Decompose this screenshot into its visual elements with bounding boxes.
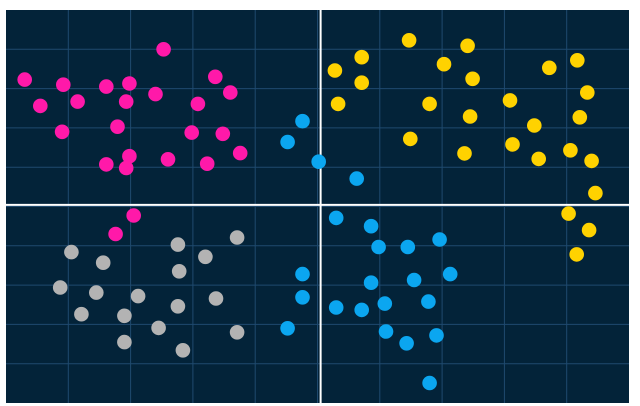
scatter-point-yellow: [563, 143, 578, 158]
scatter-point-yellow: [465, 71, 480, 87]
scatter-point-yellow: [572, 110, 588, 125]
scatter-point-magenta: [108, 226, 123, 242]
scatter-point-yellow: [584, 153, 599, 169]
scatter-point-yellow: [403, 131, 418, 147]
scatter-point-magenta: [126, 208, 141, 223]
scatter-point-yellow: [581, 222, 597, 238]
scatter-point-gray: [151, 320, 166, 336]
scatter-point-magenta: [54, 124, 70, 140]
scatter-point-blue: [371, 239, 386, 255]
scatter-point-gray: [170, 299, 186, 314]
scatter-point-blue: [349, 171, 365, 186]
scatter-point-gray: [117, 308, 132, 324]
scatter-point-magenta: [156, 42, 171, 57]
scatter-point-blue: [429, 328, 444, 343]
scatter-point-blue: [421, 294, 436, 309]
scatter-point-gray: [170, 237, 186, 252]
scatter-point-blue: [295, 290, 310, 305]
scatter-point-yellow: [462, 109, 478, 124]
series-yellow: [327, 33, 603, 262]
scatter-point-magenta: [160, 152, 176, 167]
scatter-point-gray: [117, 334, 132, 350]
scatter-point-magenta: [199, 156, 215, 171]
scatter-point-yellow: [422, 96, 437, 112]
scatter-point-gray: [95, 255, 111, 270]
scatter-point-gray: [89, 285, 104, 300]
scatter-point-blue: [295, 266, 310, 282]
scatter-point-yellow: [561, 206, 576, 221]
scatter-point-magenta: [190, 96, 206, 112]
scatter-point-yellow: [531, 151, 546, 167]
scatter-point-blue: [363, 218, 379, 234]
scatter-point-blue: [328, 300, 344, 315]
scatter-point-yellow: [330, 96, 346, 112]
scatter-point-yellow: [588, 185, 603, 201]
scatter-point-magenta: [110, 119, 125, 134]
scatter-point-gray: [198, 249, 213, 265]
scatter-point-gray: [52, 280, 68, 295]
scatter-point-magenta: [118, 94, 134, 109]
scatter-point-yellow: [457, 146, 472, 161]
scatter-point-yellow: [527, 118, 542, 133]
series-magenta: [17, 42, 248, 242]
scatter-point-blue: [442, 266, 458, 282]
scatter-point-blue: [311, 154, 327, 169]
series-gray: [52, 230, 245, 358]
scatter-point-gray: [229, 230, 245, 245]
scatter-point-yellow: [460, 38, 475, 54]
scatter-point-magenta: [33, 98, 48, 114]
scatter-point-gray: [130, 288, 146, 304]
scatter-point-blue: [328, 210, 344, 226]
scatter-point-blue: [377, 296, 393, 311]
scatter-point-blue: [295, 113, 310, 129]
scatter-point-yellow: [580, 85, 595, 100]
scatter-point-blue: [406, 272, 422, 288]
scatter-point-blue: [280, 321, 295, 336]
scatter-point-magenta: [208, 69, 223, 85]
series-blue: [280, 113, 458, 391]
scatter-point-yellow: [502, 93, 518, 108]
scatter-point-blue: [400, 239, 416, 255]
scatter-point-gray: [74, 306, 89, 322]
scatter-point-gray: [171, 264, 187, 279]
scatter-point-yellow: [436, 56, 452, 72]
scatter-point-magenta: [232, 145, 248, 161]
scatter-point-blue: [399, 336, 414, 351]
scatter-point-blue: [378, 324, 394, 339]
scatter-point-gray: [175, 343, 191, 358]
data-points: [17, 33, 603, 391]
scatter-point-magenta: [122, 148, 137, 164]
scatter-point-yellow: [569, 247, 584, 262]
scatter-point-yellow: [327, 63, 343, 78]
scatter-point-magenta: [215, 126, 231, 142]
scatter-point-blue: [422, 375, 437, 391]
axes: [6, 10, 629, 403]
scatter-point-yellow: [505, 137, 520, 152]
scatter-point-magenta: [17, 72, 32, 87]
scatter-point-yellow: [570, 53, 585, 68]
scatter-point-magenta: [223, 85, 238, 100]
scatter-point-gray: [208, 291, 224, 306]
scatter-point-magenta: [99, 79, 114, 94]
scatter-point-magenta: [99, 157, 114, 172]
scatter-point-blue: [280, 134, 295, 150]
scatter-point-yellow: [354, 49, 370, 65]
scatter-point-magenta: [118, 160, 134, 176]
scatter-point-blue: [354, 302, 370, 318]
scatter-point-magenta: [148, 86, 163, 102]
scatter-point-magenta: [56, 77, 71, 92]
scatter-point-gray: [229, 325, 245, 340]
scatter-point-yellow: [354, 75, 370, 90]
scatter-point-yellow: [401, 33, 417, 48]
scatter-point-yellow: [542, 60, 557, 76]
scatter-point-magenta: [184, 125, 199, 140]
scatter-point-magenta: [70, 94, 85, 109]
scatter-point-magenta: [122, 76, 137, 91]
scatter-point-blue: [432, 232, 447, 247]
scatter-point-blue: [363, 275, 379, 291]
scatter-point-gray: [64, 244, 79, 260]
